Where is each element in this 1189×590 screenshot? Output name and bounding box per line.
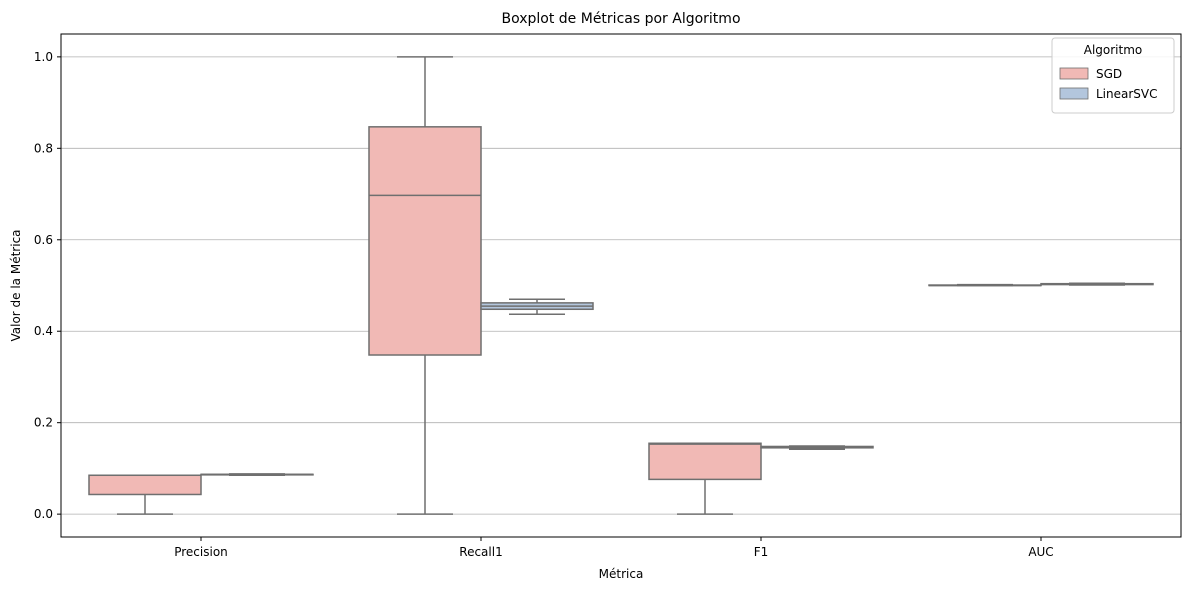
legend-swatch-sgd bbox=[1059, 67, 1089, 80]
box-sgd-recall1 bbox=[368, 56, 482, 515]
legend-swatch-linearsvc bbox=[1059, 87, 1089, 100]
y-tick-label: 0.0 bbox=[34, 507, 53, 521]
box-sgd-auc bbox=[928, 283, 1042, 287]
box-sgd-precision bbox=[88, 474, 202, 515]
box-linearsvc-recall1 bbox=[480, 298, 594, 316]
box-sgd-f1 bbox=[648, 442, 762, 515]
y-tick-label: 1.0 bbox=[34, 50, 53, 64]
legend-title: Algoritmo bbox=[1084, 43, 1143, 57]
chart-title: Boxplot de Métricas por Algoritmo bbox=[501, 11, 740, 27]
x-axis-label: Métrica bbox=[599, 567, 644, 581]
x-tick-label: F1 bbox=[754, 545, 769, 559]
box-body bbox=[648, 442, 762, 481]
box-linearsvc-f1 bbox=[760, 445, 874, 450]
grid-layer bbox=[61, 56, 1181, 515]
plot-frame bbox=[60, 33, 1182, 538]
legend-items: SGD LinearSVC bbox=[1059, 67, 1158, 101]
box-layer bbox=[88, 56, 1154, 515]
y-axis-label: Valor de la Métrica bbox=[9, 229, 23, 341]
box-body bbox=[88, 474, 202, 496]
x-tick-label: Recall1 bbox=[459, 545, 502, 559]
box-linearsvc-auc bbox=[1040, 282, 1154, 286]
y-tick-label: 0.6 bbox=[34, 233, 53, 247]
legend-label-linearsvc: LinearSVC bbox=[1096, 87, 1158, 101]
x-tick-label: AUC bbox=[1028, 545, 1053, 559]
box-body bbox=[368, 126, 482, 356]
y-tick-label: 0.4 bbox=[34, 324, 53, 338]
y-tick-label: 0.8 bbox=[34, 141, 53, 155]
y-tick-label: 0.2 bbox=[34, 416, 53, 430]
box-linearsvc-precision bbox=[200, 473, 314, 477]
axis-layer: 0.0 0.2 0.4 0.6 0.8 1.0 Precision Recall1 F1 AUC bbox=[34, 50, 1054, 559]
x-tick-label: Precision bbox=[174, 545, 228, 559]
legend-label-sgd: SGD bbox=[1096, 67, 1122, 81]
legend: Algoritmo SGD LinearSVC bbox=[1051, 37, 1175, 114]
